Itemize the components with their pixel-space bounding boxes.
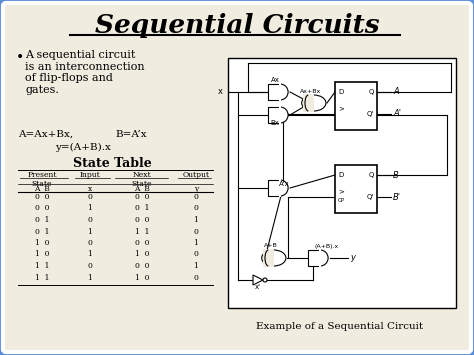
Text: D: D: [338, 89, 343, 95]
Text: Q: Q: [369, 89, 374, 95]
Text: 1: 1: [88, 228, 92, 235]
Text: 0  0: 0 0: [135, 216, 149, 224]
Text: 0: 0: [88, 262, 92, 270]
Text: 0: 0: [193, 273, 199, 282]
Text: 0: 0: [193, 204, 199, 213]
Text: 1  1: 1 1: [135, 228, 149, 235]
Text: Present
State: Present State: [27, 171, 57, 188]
Text: A: A: [393, 87, 399, 97]
Text: 1: 1: [193, 239, 199, 247]
Text: A+B: A+B: [264, 243, 278, 248]
FancyBboxPatch shape: [3, 3, 471, 352]
Text: 1  0: 1 0: [135, 273, 149, 282]
Bar: [268, 107, 280, 123]
Text: 0: 0: [88, 239, 92, 247]
Text: y: y: [350, 253, 355, 262]
Text: Ax: Ax: [271, 77, 280, 83]
Text: B: B: [393, 170, 399, 180]
Text: Q: Q: [369, 172, 374, 178]
Text: 1: 1: [193, 262, 199, 270]
Text: A=Ax+Bx,: A=Ax+Bx,: [18, 130, 73, 139]
Text: Q': Q': [367, 111, 374, 117]
Text: (A+B).x: (A+B).x: [315, 244, 339, 249]
Text: A  B: A B: [134, 185, 150, 193]
Text: 0  1: 0 1: [135, 204, 149, 213]
Text: 0  0: 0 0: [135, 193, 149, 201]
Text: x': x': [255, 284, 261, 290]
Wedge shape: [280, 107, 288, 123]
Text: 0  0: 0 0: [35, 193, 49, 201]
Text: y: y: [194, 185, 198, 193]
Text: •: •: [16, 50, 24, 64]
Text: 1: 1: [88, 251, 92, 258]
Text: 1  0: 1 0: [35, 251, 49, 258]
Text: CP: CP: [338, 198, 345, 203]
Text: 0: 0: [193, 251, 199, 258]
Bar: [335, 165, 377, 213]
Text: A sequential circuit
is an interconnection
of flip-flops and
gates.: A sequential circuit is an interconnecti…: [25, 50, 145, 95]
Text: Ax+Bx: Ax+Bx: [301, 89, 322, 94]
Text: 1: 1: [88, 273, 92, 282]
Wedge shape: [280, 180, 288, 196]
Text: 1: 1: [193, 216, 199, 224]
Text: x: x: [88, 185, 92, 193]
Text: 0: 0: [88, 193, 92, 201]
Ellipse shape: [262, 250, 286, 266]
Polygon shape: [253, 275, 263, 285]
Text: Sequential Circuits: Sequential Circuits: [95, 13, 379, 38]
Bar: [268, 84, 280, 100]
Text: y=(A+B).x: y=(A+B).x: [55, 143, 111, 152]
Text: 0  0: 0 0: [35, 204, 49, 213]
Text: A'x: A'x: [279, 181, 289, 187]
Text: 1  1: 1 1: [35, 273, 49, 282]
Bar: [268, 180, 280, 196]
Text: D: D: [338, 172, 343, 178]
Text: 0  1: 0 1: [35, 228, 49, 235]
Text: B': B': [393, 192, 401, 202]
Text: 0  0: 0 0: [135, 239, 149, 247]
Text: A  B: A B: [34, 185, 50, 193]
Text: 0: 0: [88, 216, 92, 224]
Bar: [335, 82, 377, 130]
Text: Output: Output: [182, 171, 210, 179]
Circle shape: [263, 278, 267, 282]
Text: Example of a Sequential Circuit: Example of a Sequential Circuit: [256, 322, 424, 331]
Text: >: >: [338, 189, 344, 195]
Text: Q': Q': [367, 194, 374, 200]
Bar: [308, 250, 320, 266]
Text: x: x: [218, 87, 223, 97]
Text: State Table: State Table: [73, 157, 151, 170]
Text: 0  0: 0 0: [135, 262, 149, 270]
Text: 1: 1: [88, 204, 92, 213]
Text: 1  0: 1 0: [135, 251, 149, 258]
Text: 1  1: 1 1: [35, 262, 49, 270]
Text: Next
State: Next State: [132, 171, 152, 188]
Text: 0: 0: [193, 193, 199, 201]
Text: 1  0: 1 0: [35, 239, 49, 247]
Bar: [263, 249, 274, 267]
Text: Input: Input: [80, 171, 100, 179]
Text: 0: 0: [193, 228, 199, 235]
Text: Bx: Bx: [271, 120, 280, 126]
Wedge shape: [320, 250, 328, 266]
Wedge shape: [280, 84, 288, 100]
Ellipse shape: [301, 95, 326, 111]
Text: 0  1: 0 1: [35, 216, 49, 224]
Text: B=A’x: B=A’x: [115, 130, 146, 139]
Text: A': A': [393, 109, 401, 119]
Bar: [303, 94, 314, 112]
Text: >: >: [338, 105, 344, 111]
Bar: [228, 58, 456, 308]
